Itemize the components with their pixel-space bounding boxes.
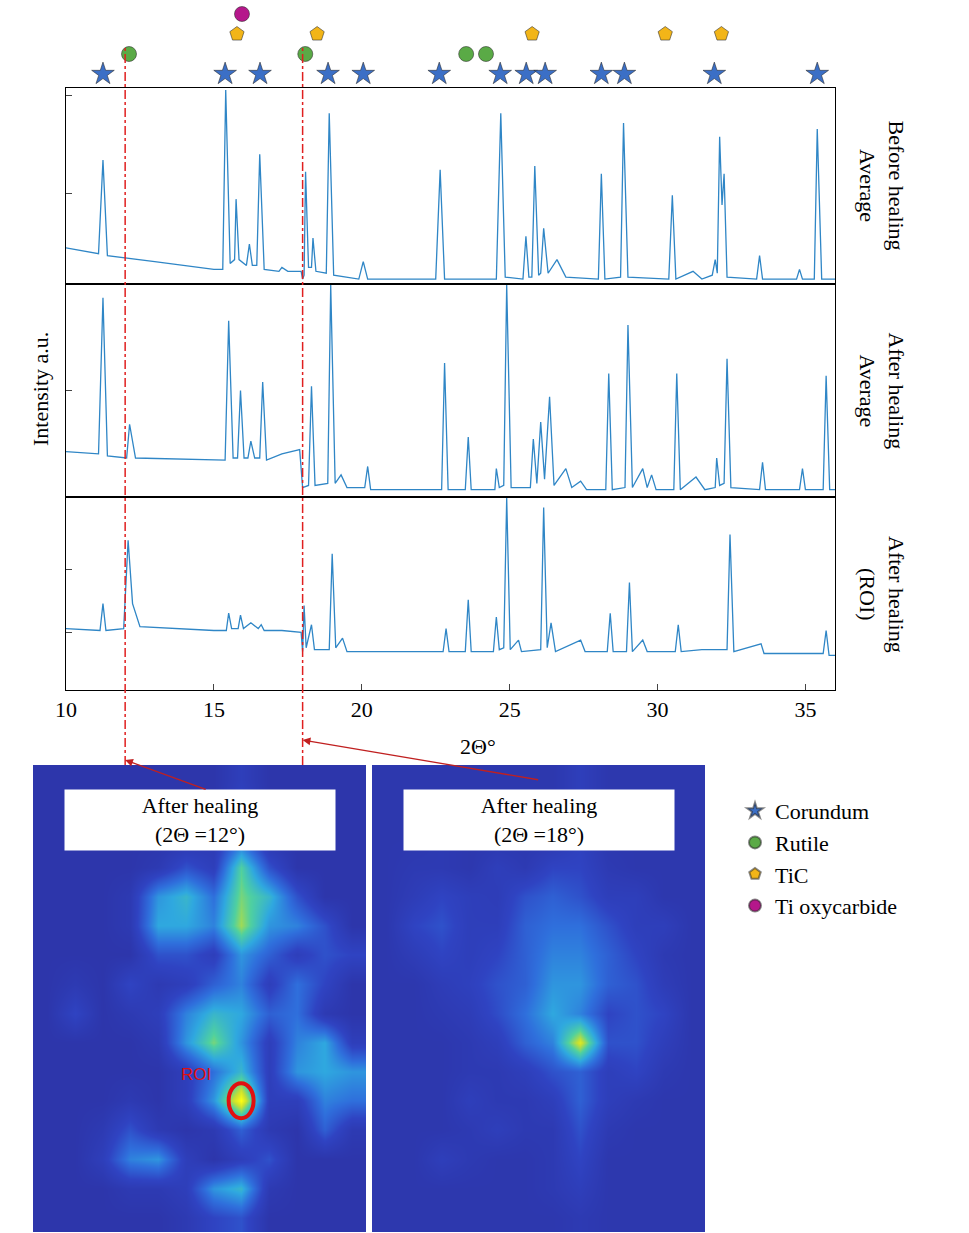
svg-text:ROI: ROI bbox=[181, 1065, 211, 1084]
svg-text:Ti oxycarbide: Ti oxycarbide bbox=[775, 894, 897, 919]
svg-text:Intensity a.u.: Intensity a.u. bbox=[28, 332, 53, 446]
svg-text:2Θ°: 2Θ° bbox=[460, 734, 496, 759]
svg-text:Rutile: Rutile bbox=[775, 831, 829, 856]
svg-text:After healingAverage: After healingAverage bbox=[855, 333, 909, 450]
svg-text:25: 25 bbox=[499, 697, 521, 722]
svg-text:Corundum: Corundum bbox=[775, 799, 869, 824]
svg-text:TiC: TiC bbox=[775, 863, 808, 888]
svg-text:10: 10 bbox=[55, 697, 77, 722]
svg-text:15: 15 bbox=[203, 697, 225, 722]
svg-text:After healing(ROI): After healing(ROI) bbox=[855, 536, 909, 653]
svg-text:35: 35 bbox=[794, 697, 816, 722]
svg-text:After healing(2Θ =18°): After healing(2Θ =18°) bbox=[481, 794, 598, 846]
svg-text:Before healingAverage: Before healingAverage bbox=[855, 121, 909, 251]
svg-text:After healing(2Θ =12°): After healing(2Θ =12°) bbox=[142, 794, 259, 846]
svg-text:30: 30 bbox=[647, 697, 669, 722]
svg-text:20: 20 bbox=[351, 697, 373, 722]
